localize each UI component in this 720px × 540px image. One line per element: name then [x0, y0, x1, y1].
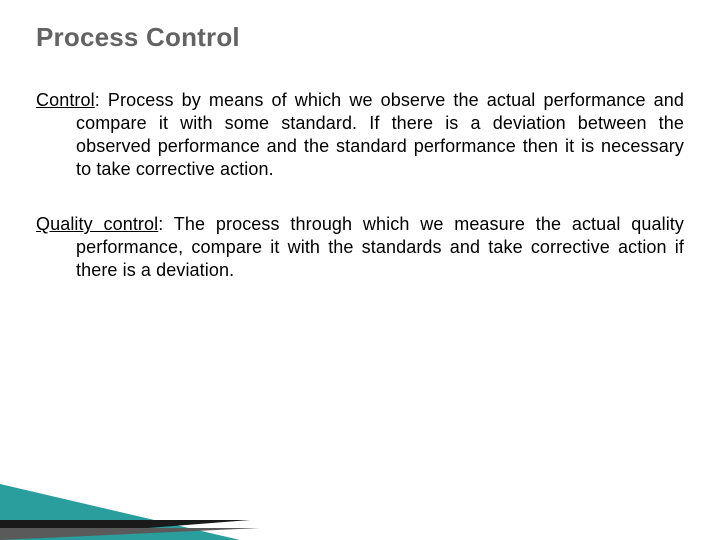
triangle-gray: [0, 528, 260, 540]
term-control: Control: [36, 90, 95, 110]
paragraph-quality-control: Quality control: The process through whi…: [36, 213, 684, 282]
triangle-teal: [0, 484, 240, 540]
slide-container: Process Control Control: Process by mean…: [0, 0, 720, 540]
slide-title: Process Control: [36, 22, 684, 53]
triangle-dark: [0, 520, 250, 538]
paragraph-control: Control: Process by means of which we ob…: [36, 89, 684, 181]
body-quality-control: : The process through which we measure t…: [76, 214, 684, 280]
corner-decoration-icon: [0, 470, 280, 540]
body-control: : Process by means of which we observe t…: [76, 90, 684, 179]
term-quality-control: Quality control: [36, 214, 158, 234]
